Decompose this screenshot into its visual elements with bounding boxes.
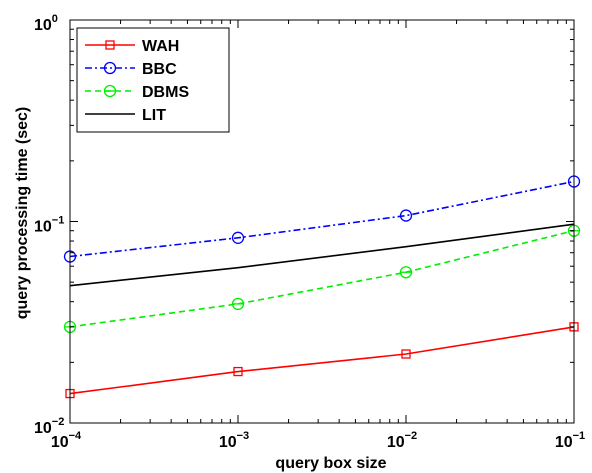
legend-label: BBC (142, 61, 177, 78)
tick-base: 10 (34, 219, 52, 236)
series-bbc-point (399, 209, 413, 222)
series-lit-line (69, 223, 575, 287)
legend-marker (105, 40, 115, 50)
tick-base: 10 (34, 420, 52, 437)
y-axis-title: query processing time (sec) (14, 107, 31, 320)
y-tick-label: 10−1 (34, 215, 64, 236)
tick-base: 10 (387, 434, 405, 451)
series-dbms-point (231, 297, 245, 311)
tick-exponent: −3 (237, 430, 250, 442)
x-axis-title: query box size (275, 455, 386, 472)
x-tick-label: 10−4 (51, 430, 82, 451)
plot-area (63, 175, 581, 399)
legend: WAH BBC DBMS LIT (76, 27, 230, 133)
tick-base: 10 (34, 17, 52, 34)
legend-item-dbms: DBMS (85, 84, 189, 101)
legend-label: WAH (142, 38, 179, 55)
series-wah-point (401, 349, 411, 359)
legend-item-wah: WAH (85, 38, 179, 55)
x-tick-label: 10−1 (555, 430, 585, 451)
series-bbc (63, 175, 581, 263)
tick-exponent: −2 (405, 430, 418, 442)
series-dbms-line (69, 229, 575, 328)
tick-base: 10 (51, 434, 69, 451)
legend-label: DBMS (142, 84, 189, 101)
tick-exponent: −2 (52, 416, 65, 428)
series-wah-line (69, 326, 575, 395)
tick-exponent: −4 (69, 430, 82, 442)
series-wah (65, 322, 579, 399)
tick-exponent: 0 (52, 13, 58, 25)
tick-base: 10 (219, 434, 237, 451)
series-lit (69, 223, 575, 287)
series-bbc-point (231, 231, 245, 244)
legend-marker (103, 61, 117, 75)
legend-marker (103, 84, 117, 98)
y-tick-label: 100 (34, 13, 58, 34)
y-tick-label: 10−2 (34, 416, 64, 437)
series-dbms-point (399, 266, 413, 279)
series-wah-point (233, 366, 243, 377)
legend-item-bbc: BBC (85, 61, 177, 78)
tick-base: 10 (555, 434, 573, 451)
tick-exponent: −1 (52, 215, 65, 227)
legend-item-lit: LIT (85, 107, 166, 124)
legend-label: LIT (142, 107, 166, 124)
x-tick-label: 10−3 (219, 430, 249, 451)
tick-exponent: −1 (573, 430, 586, 442)
series-bbc-line (69, 180, 575, 258)
x-tick-label: 10−2 (387, 430, 417, 451)
